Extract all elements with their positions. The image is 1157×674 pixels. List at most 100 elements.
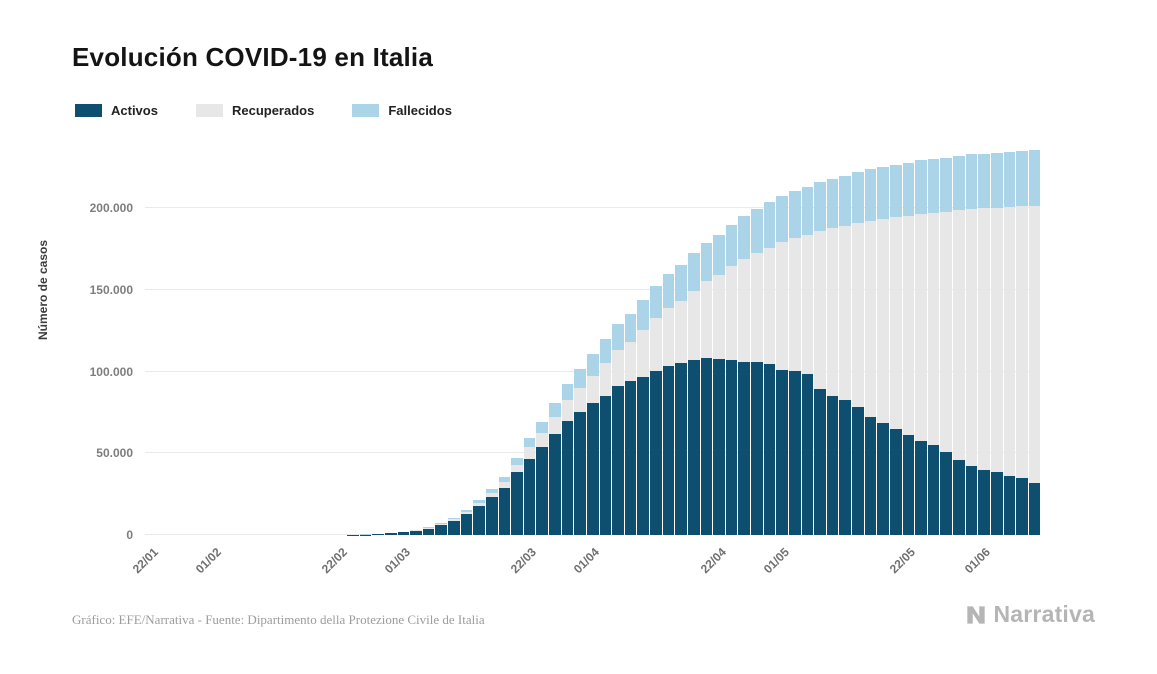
bar bbox=[561, 143, 574, 535]
bar-segment-activos bbox=[599, 395, 612, 535]
bar-segment-recuperados bbox=[599, 363, 612, 396]
bar-segment-fallecidos bbox=[940, 157, 952, 212]
bar-segment-fallecidos bbox=[523, 438, 536, 448]
bar-segment-fallecidos bbox=[788, 190, 801, 239]
bar bbox=[877, 143, 889, 535]
bar-segment-activos bbox=[788, 371, 801, 535]
bar bbox=[246, 143, 258, 535]
brand-name: Narrativa bbox=[993, 601, 1095, 627]
bar bbox=[700, 143, 713, 535]
bar bbox=[650, 143, 662, 535]
bar bbox=[940, 143, 952, 535]
bar bbox=[448, 143, 460, 535]
bar bbox=[145, 143, 157, 535]
bar-segment-fallecidos bbox=[662, 274, 675, 308]
bar-segment-fallecidos bbox=[650, 286, 662, 319]
bar-segment-activos bbox=[864, 417, 877, 535]
bar-segment-activos bbox=[801, 374, 814, 535]
bar-segment-activos bbox=[700, 358, 713, 535]
bars-container bbox=[145, 143, 1041, 535]
bar bbox=[158, 143, 170, 535]
bar-segment-activos bbox=[889, 428, 902, 535]
bar bbox=[776, 143, 788, 535]
bar-segment-activos bbox=[687, 360, 700, 535]
bar-segment-recuperados bbox=[990, 207, 1003, 473]
bar-segment-activos bbox=[713, 359, 725, 535]
bar-segment-fallecidos bbox=[826, 178, 839, 229]
bar bbox=[624, 143, 637, 535]
bar bbox=[460, 143, 473, 535]
bar-segment-activos bbox=[549, 433, 561, 535]
bar bbox=[1016, 143, 1028, 535]
bar-segment-fallecidos bbox=[990, 152, 1003, 208]
bar-segment-activos bbox=[662, 365, 675, 535]
bar-segment-fallecidos bbox=[435, 522, 447, 524]
bar-segment-fallecidos bbox=[561, 383, 574, 401]
bar-segment-recuperados bbox=[902, 215, 915, 436]
bar-segment-activos bbox=[978, 469, 990, 535]
bar-segment-recuperados bbox=[839, 226, 851, 401]
bar-segment-fallecidos bbox=[687, 253, 700, 291]
bar bbox=[435, 143, 447, 535]
bar bbox=[839, 143, 851, 535]
bar-segment-recuperados bbox=[536, 433, 548, 447]
bar bbox=[347, 143, 359, 535]
bar-segment-fallecidos bbox=[675, 265, 687, 301]
bar-segment-fallecidos bbox=[713, 234, 725, 275]
bar-segment-fallecidos bbox=[725, 224, 738, 267]
bar-segment-activos bbox=[1016, 478, 1028, 535]
bar-segment-activos bbox=[637, 376, 649, 535]
legend-swatch bbox=[75, 104, 102, 117]
bar bbox=[738, 143, 750, 535]
bar-segment-recuperados bbox=[637, 330, 649, 377]
bar-segment-fallecidos bbox=[915, 160, 927, 214]
bar bbox=[372, 143, 384, 535]
bar-segment-fallecidos bbox=[549, 403, 561, 417]
bar-segment-activos bbox=[384, 533, 397, 535]
brand-logo: Narrativa bbox=[963, 601, 1095, 628]
bar-segment-recuperados bbox=[713, 274, 725, 360]
bar-segment-fallecidos bbox=[953, 155, 965, 210]
bar bbox=[284, 143, 296, 535]
bar-segment-recuperados bbox=[776, 242, 788, 371]
bar-segment-recuperados bbox=[586, 375, 599, 404]
bar bbox=[410, 143, 422, 535]
bar-segment-activos bbox=[523, 458, 536, 535]
bar-segment-activos bbox=[586, 403, 599, 535]
bar bbox=[384, 143, 397, 535]
source-caption: Gráfico: EFE/Narrativa - Fuente: Diparti… bbox=[72, 612, 485, 627]
bar-segment-fallecidos bbox=[763, 202, 776, 248]
bar-segment-recuperados bbox=[788, 238, 801, 372]
bar bbox=[662, 143, 675, 535]
bar-segment-fallecidos bbox=[637, 300, 649, 331]
bar-segment-activos bbox=[826, 396, 839, 535]
bar-segment-activos bbox=[359, 534, 372, 535]
x-tick-label: 01/02 bbox=[193, 545, 225, 577]
bar bbox=[902, 143, 915, 535]
bar-segment-recuperados bbox=[738, 259, 750, 363]
bar-segment-activos bbox=[1003, 476, 1016, 535]
bar-segment-fallecidos bbox=[536, 422, 548, 434]
bar bbox=[1003, 143, 1016, 535]
bar-segment-recuperados bbox=[574, 387, 586, 412]
bar-segment-activos bbox=[410, 530, 422, 535]
bar bbox=[259, 143, 271, 535]
bar-segment-recuperados bbox=[675, 300, 687, 363]
bar bbox=[586, 143, 599, 535]
bar-segment-fallecidos bbox=[852, 172, 864, 224]
bar bbox=[334, 143, 346, 535]
bar-segment-activos bbox=[965, 466, 978, 535]
bar-segment-activos bbox=[990, 472, 1003, 535]
bar-segment-recuperados bbox=[801, 234, 814, 375]
bar-segment-activos bbox=[460, 514, 473, 535]
bar-segment-fallecidos bbox=[1003, 151, 1016, 207]
bar bbox=[637, 143, 649, 535]
x-tick-label: 22/03 bbox=[508, 545, 540, 577]
x-tick-label: 01/03 bbox=[382, 545, 414, 577]
legend: Activos Recuperados Fallecidos bbox=[75, 103, 452, 118]
bar bbox=[511, 143, 523, 535]
bar bbox=[725, 143, 738, 535]
bar-segment-recuperados bbox=[498, 481, 511, 489]
bar bbox=[233, 143, 245, 535]
